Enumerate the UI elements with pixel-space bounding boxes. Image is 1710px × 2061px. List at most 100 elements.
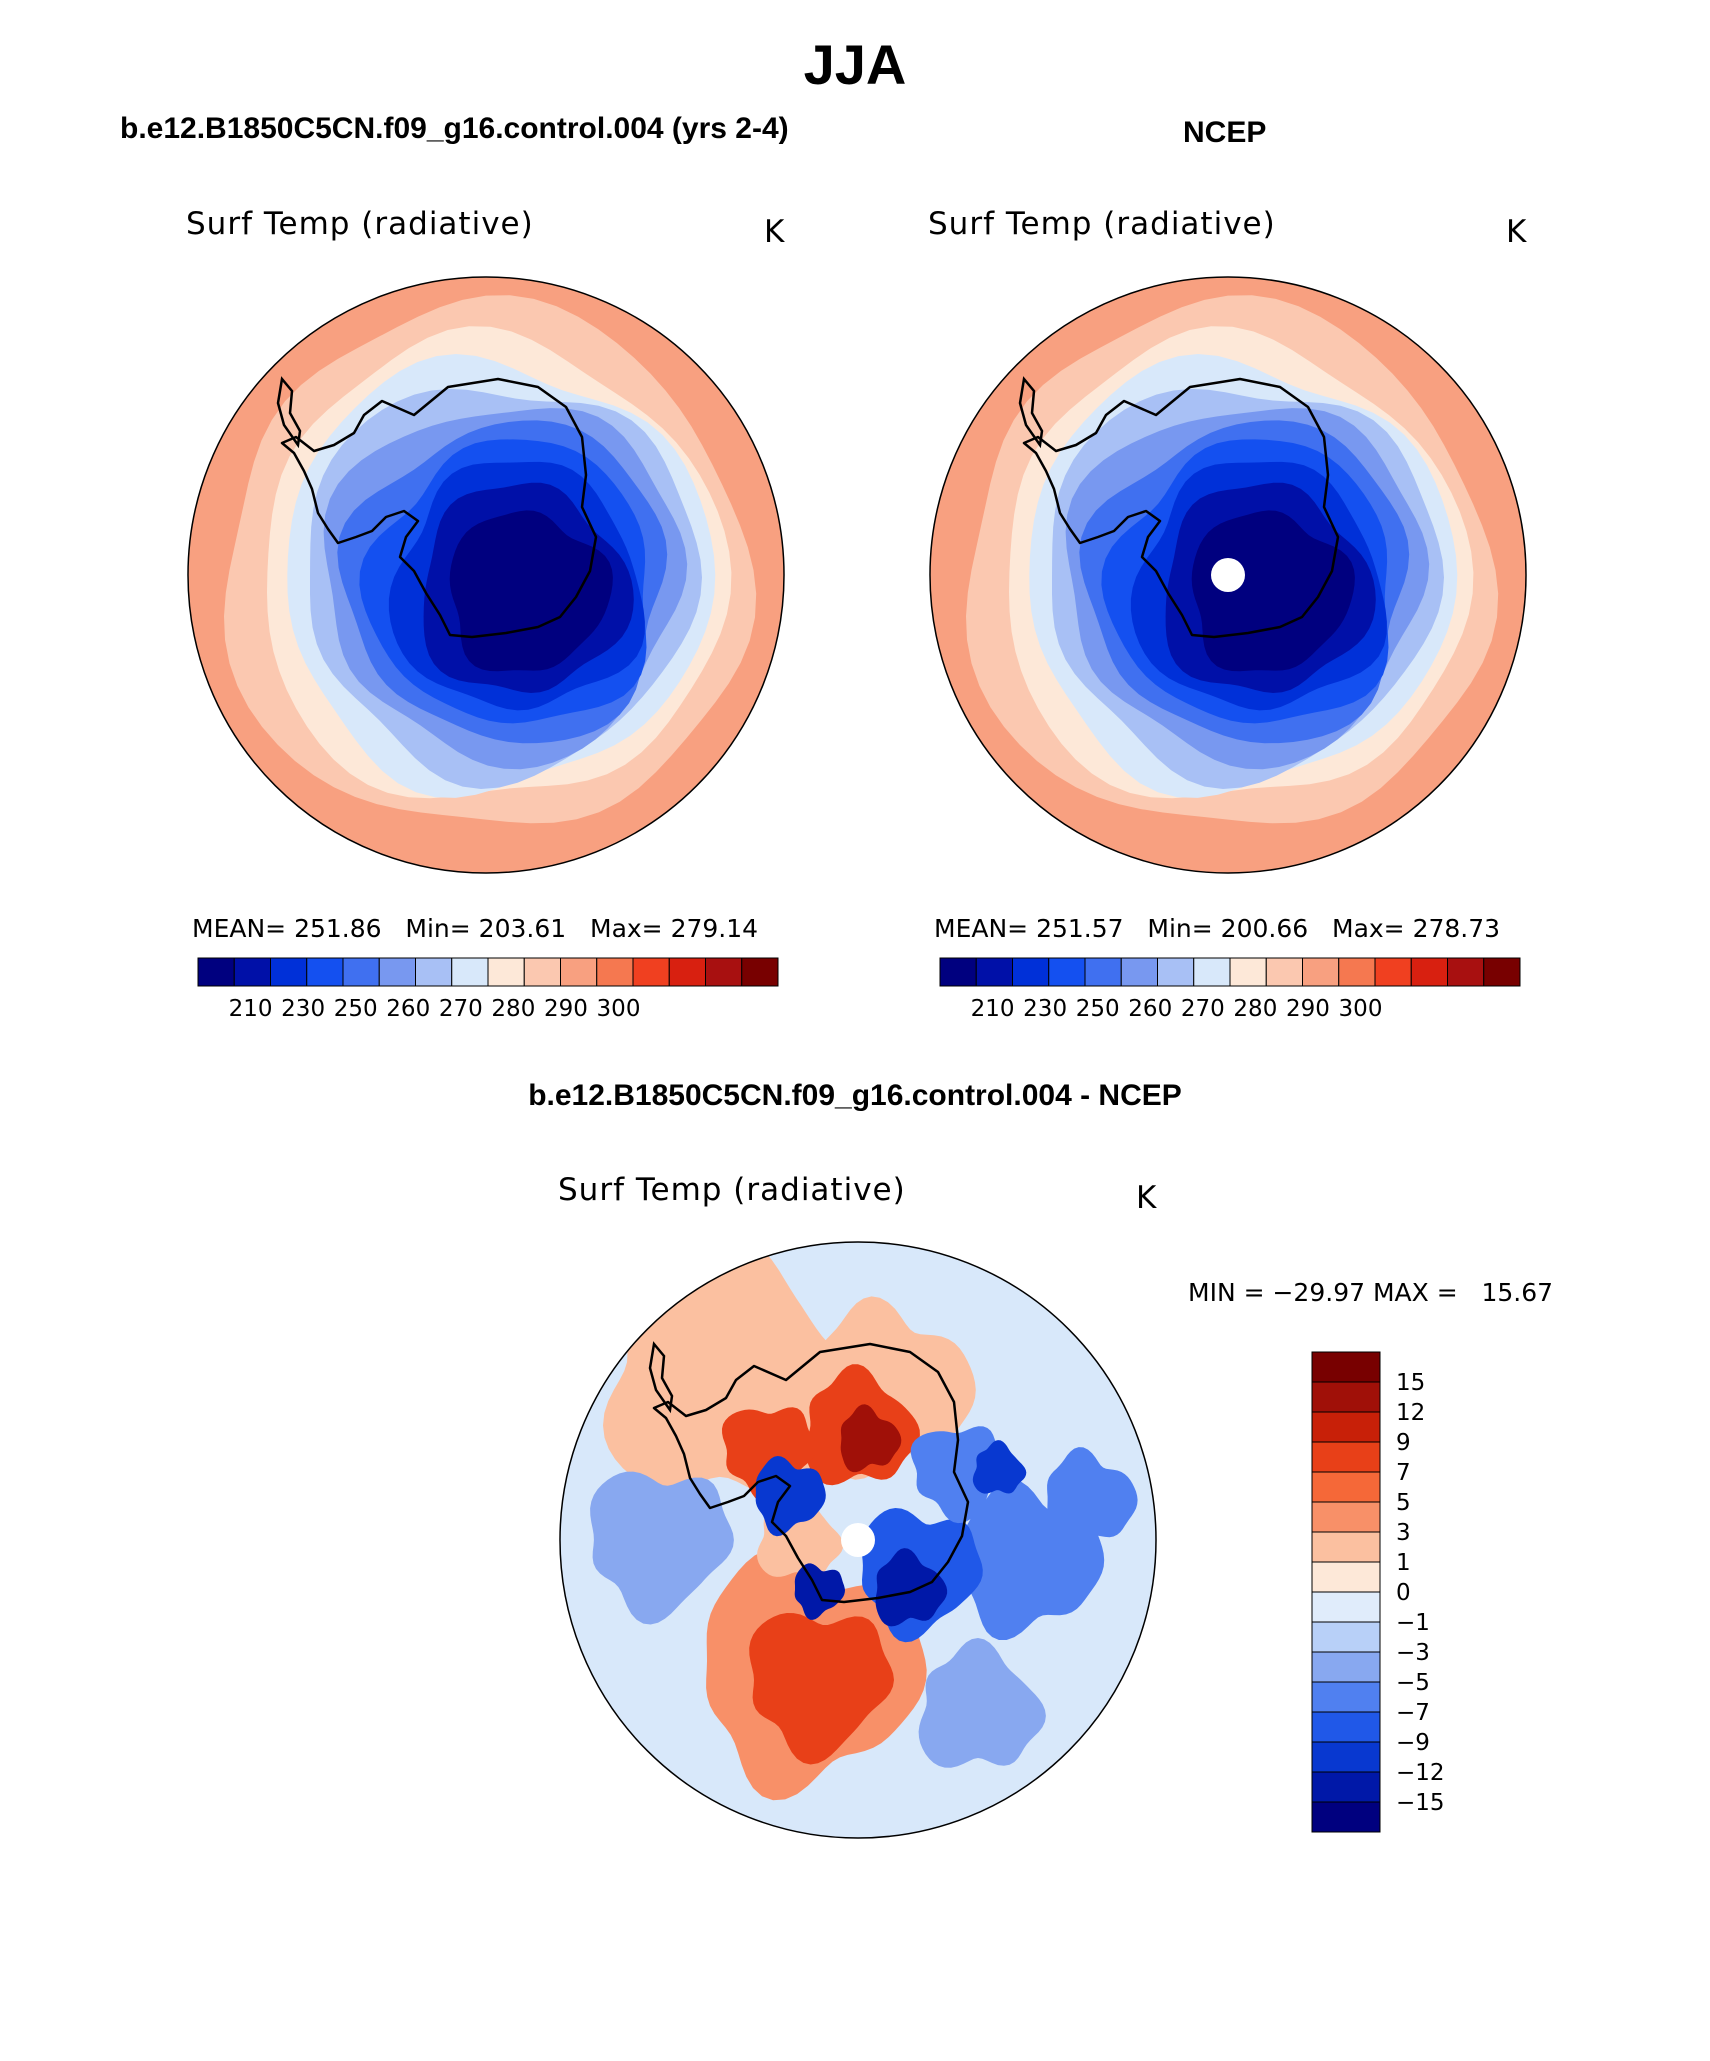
colorbar-tick-label: 9 [1396, 1430, 1411, 1456]
antarctica-coastline [280, 377, 598, 639]
model-mean-label: MEAN= [192, 914, 287, 943]
diff-patch-17 [794, 1563, 845, 1620]
colorbar-tick-label: 260 [386, 996, 430, 1022]
colorbar-box-8 [1229, 957, 1267, 987]
colorbar-box-13 [1311, 1741, 1381, 1773]
colorbar-tick-label: 210 [971, 996, 1015, 1022]
colorbar-box-4 [1084, 957, 1122, 987]
colorbar-box-7 [1193, 957, 1231, 987]
diff-patch-15 [910, 1426, 1007, 1524]
obs-min-label: Min= [1147, 914, 1213, 943]
colorbar-box-6 [1157, 957, 1195, 987]
colorbar-box-1 [233, 957, 271, 987]
colorbar-box-11 [1311, 1681, 1381, 1713]
colorbar-tick-label: 0 [1396, 1580, 1411, 1606]
colorbar-box-14 [1311, 1771, 1381, 1803]
colorbar-tick-label: 15 [1396, 1370, 1425, 1396]
colorbar-box-1 [1311, 1381, 1381, 1413]
colorbar-box-15 [741, 957, 779, 987]
antarctica-coastline [1022, 377, 1340, 639]
obs-variable-label: Surf Temp (radiative) [928, 206, 1276, 242]
obs-stats: MEAN= 251.57 Min= 200.66 Max= 278.73 [934, 914, 1500, 943]
diff-minmax: MIN = −29.97 MAX = 15.67 [1188, 1278, 1554, 1307]
colorbar-tick-label: −3 [1396, 1640, 1430, 1666]
diff-patch-12 [590, 1471, 734, 1625]
colorbar-box-3 [1311, 1441, 1381, 1473]
diff-patch-14 [1047, 1447, 1138, 1550]
colorbar-box-5 [1120, 957, 1158, 987]
colorbar-box-12 [1311, 1711, 1381, 1743]
model-polar-map [187, 276, 785, 874]
colorbar-box-2 [1311, 1411, 1381, 1443]
colorbar-tick-label: 260 [1128, 996, 1172, 1022]
colorbar-box-0 [197, 957, 235, 987]
model-units-label: K [764, 214, 786, 250]
colorbar-box-7 [451, 957, 489, 987]
obs-mean-value: 251.57 [1036, 914, 1124, 943]
diff-polar-map [559, 1241, 1157, 1839]
diff-patch-16 [972, 1440, 1027, 1494]
map-boundary [929, 276, 1527, 874]
model-min-value: 203.61 [478, 914, 567, 943]
colorbar-tick-label: 300 [597, 996, 641, 1022]
colorbar-tick-label: 290 [1286, 996, 1330, 1022]
right-panel-title: NCEP [1183, 116, 1267, 149]
colorbar-box-8 [1311, 1591, 1381, 1623]
obs-polar-map [929, 276, 1527, 874]
colorbar-box-12 [1374, 957, 1412, 987]
diff-colorbar: 15 12 9 7 5 3 1 0 −1 −3 −5 −7 −9 −12 −15 [1311, 1351, 1445, 1833]
colorbar-box-9 [1311, 1621, 1381, 1653]
colorbar-box-9 [1265, 957, 1303, 987]
temp-contour-9 [1191, 510, 1355, 672]
colorbar-tick-label: 5 [1396, 1490, 1411, 1516]
obs-colorbar: 210 230 250 260 270 280 290 300 [939, 957, 1521, 1022]
obs-min-value: 200.66 [1220, 914, 1309, 943]
obs-max-value: 278.73 [1412, 914, 1501, 943]
colorbar-box-3 [306, 957, 344, 987]
temp-contour-9 [449, 510, 613, 672]
map-boundary [559, 1241, 1157, 1839]
colorbar-box-2 [1012, 957, 1050, 987]
colorbar-tick-label: −1 [1396, 1610, 1430, 1636]
pole-hole [1211, 558, 1245, 592]
figure-title: JJA [803, 33, 907, 96]
colorbar-tick-label: 12 [1396, 1400, 1425, 1426]
colorbar-box-0 [1311, 1351, 1381, 1383]
colorbar-box-11 [1338, 957, 1376, 987]
model-colorbar: 210 230 250 260 270 280 290 300 [197, 957, 779, 1022]
model-max-label: Max= [590, 914, 663, 943]
colorbar-tick-label: 290 [544, 996, 588, 1022]
colorbar-box-5 [1311, 1501, 1381, 1533]
model-min-label: Min= [405, 914, 471, 943]
colorbar-box-15 [1311, 1801, 1381, 1833]
colorbar-box-10 [560, 957, 598, 987]
colorbar-box-14 [1447, 957, 1485, 987]
map-boundary [187, 276, 785, 874]
colorbar-box-6 [1311, 1531, 1381, 1563]
colorbar-box-0 [939, 957, 977, 987]
colorbar-box-2 [270, 957, 308, 987]
peninsula-coastline [648, 1341, 674, 1414]
colorbar-tick-label: 280 [491, 996, 535, 1022]
model-stats: MEAN= 251.86 Min= 203.61 Max= 279.14 [192, 914, 758, 943]
colorbar-tick-label: 270 [1181, 996, 1225, 1022]
colorbar-box-13 [1410, 957, 1448, 987]
colorbar-tick-label: 1 [1396, 1550, 1411, 1576]
colorbar-tick-label: 7 [1396, 1460, 1411, 1486]
diff-units-label: K [1136, 1180, 1158, 1216]
colorbar-tick-label: 230 [281, 996, 325, 1022]
diff-panel-title: b.e12.B1850C5CN.f09_g16.control.004 - NC… [528, 1079, 1182, 1112]
obs-units-label: K [1506, 214, 1528, 250]
colorbar-tick-label: −12 [1396, 1760, 1445, 1786]
colorbar-tick-label: 300 [1339, 996, 1383, 1022]
colorbar-box-11 [596, 957, 634, 987]
colorbar-tick-label: 230 [1023, 996, 1067, 1022]
colorbar-box-9 [523, 957, 561, 987]
colorbar-box-15 [1483, 957, 1521, 987]
obs-max-label: Max= [1332, 914, 1405, 943]
colorbar-box-6 [415, 957, 453, 987]
colorbar-box-8 [487, 957, 525, 987]
peninsula-coastline [1018, 376, 1044, 449]
diff-patch-3 [749, 1613, 894, 1765]
diff-patch-10 [875, 1548, 948, 1627]
